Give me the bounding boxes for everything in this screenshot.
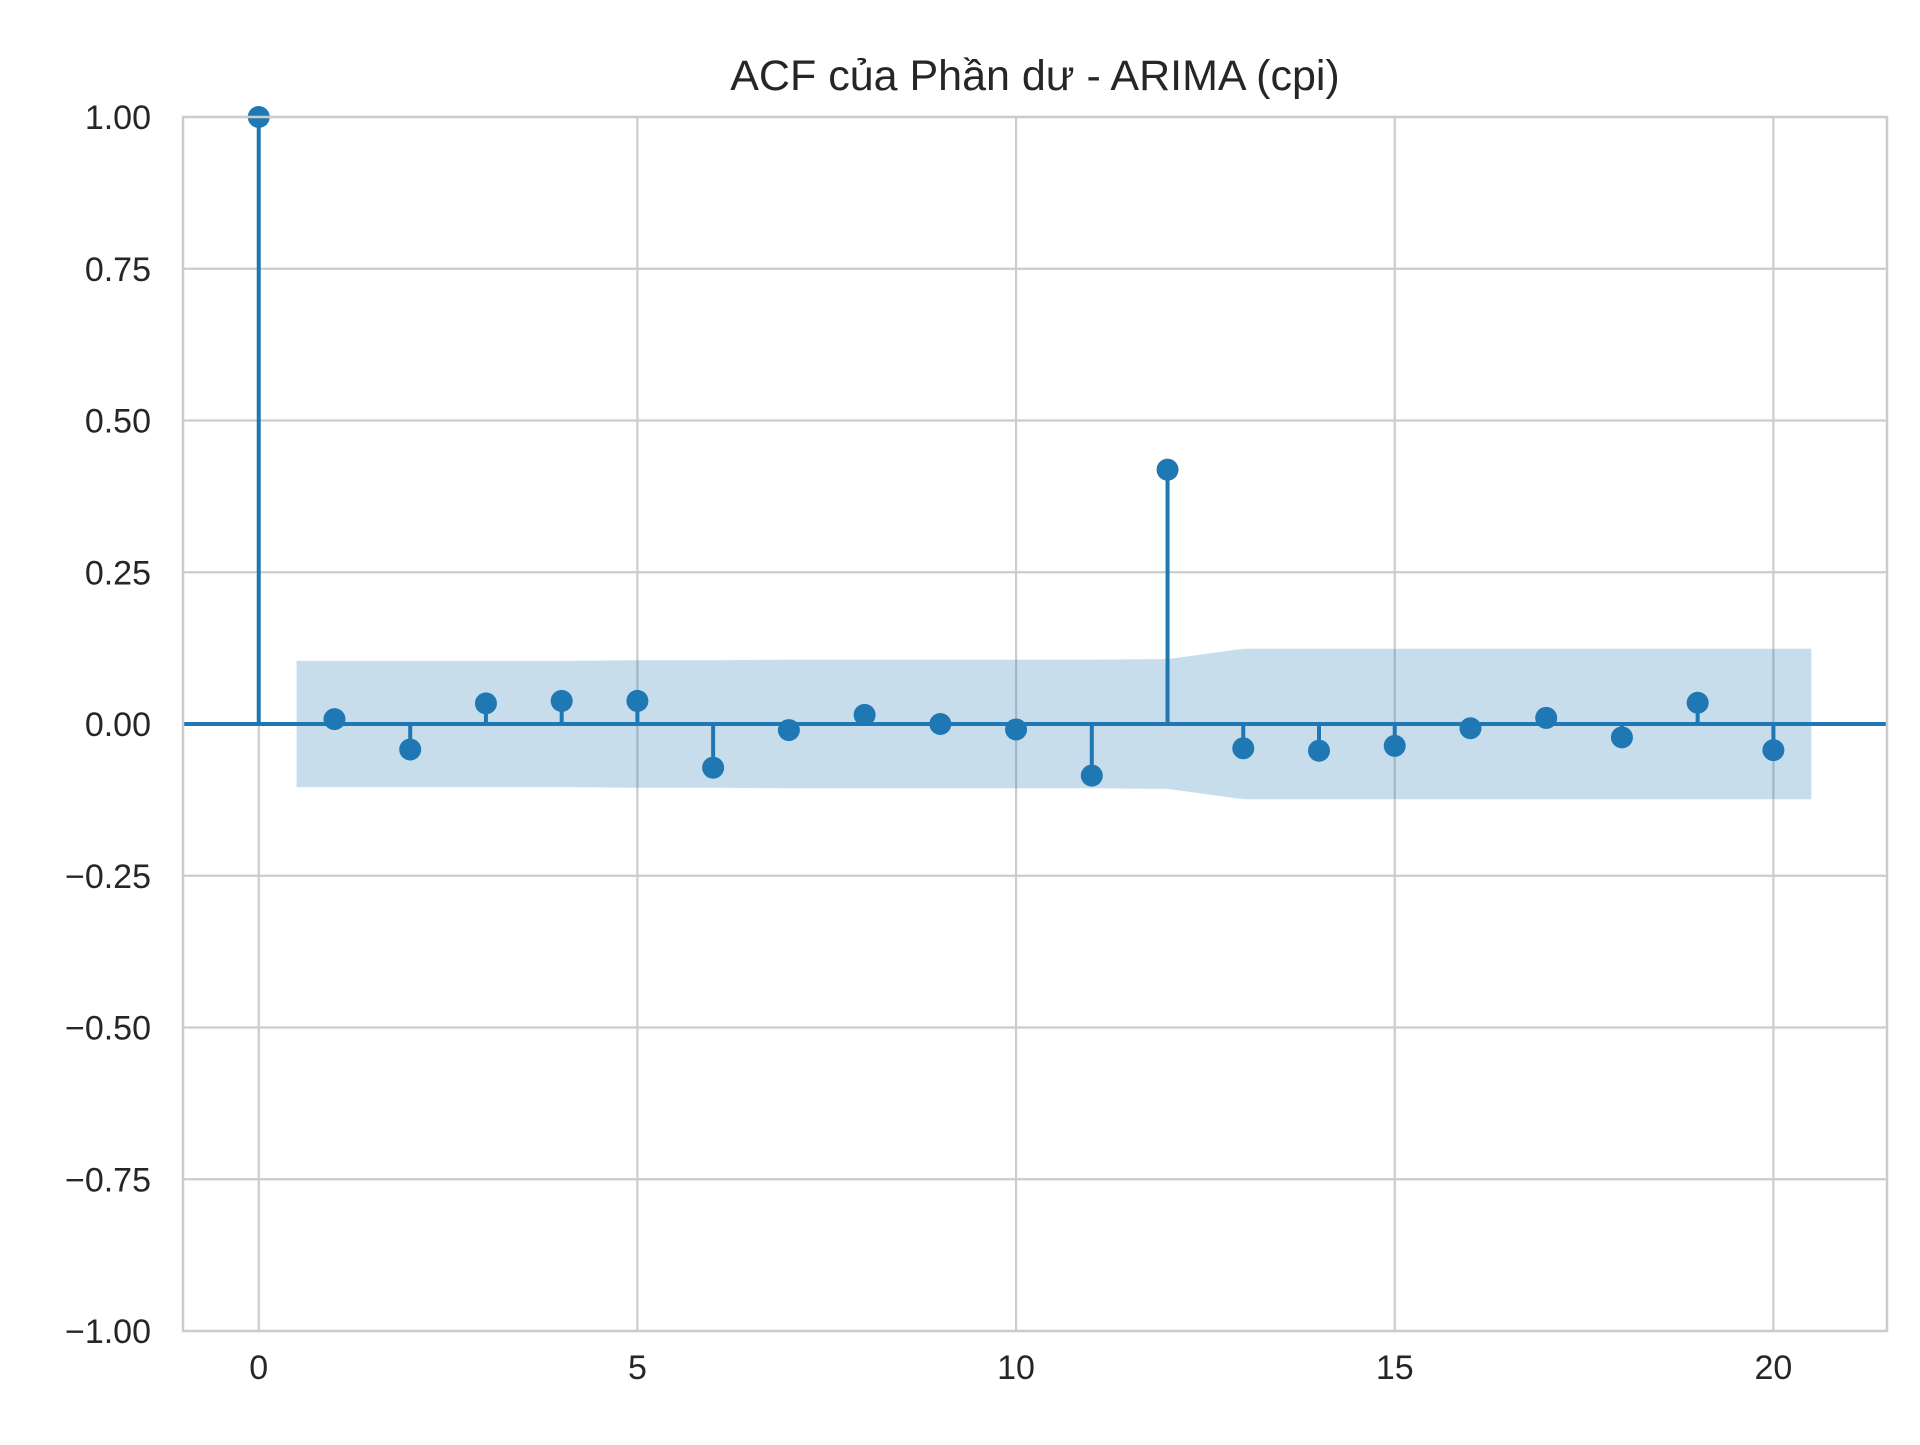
acf-point-lag-5 [626, 689, 649, 712]
x-tick-label: 0 [249, 1349, 268, 1387]
acf-point-lag-12 [1156, 458, 1179, 481]
acf-point-lag-10 [1005, 718, 1028, 741]
acf-point-lag-8 [853, 703, 876, 726]
acf-point-lag-4 [550, 689, 573, 712]
acf-point-lag-14 [1308, 739, 1330, 762]
acf-point-lag-20 [1762, 739, 1785, 762]
acf-point-lag-1 [323, 708, 346, 731]
acf-point-lag-15 [1383, 734, 1406, 757]
acf-point-lag-7 [777, 719, 800, 742]
y-tick-label: −0.75 [65, 1161, 151, 1199]
chart-title: ACF của Phần dư - ARIMA (cpi) [730, 52, 1340, 100]
acf-point-lag-11 [1080, 764, 1103, 787]
plot-area-frame [181, 115, 1889, 1333]
acf-point-lag-17 [1535, 706, 1558, 729]
y-tick-label: −0.25 [65, 858, 151, 896]
x-tick-labels: 0 5 10 15 20 [249, 1349, 1792, 1387]
acf-point-lag-19 [1686, 691, 1709, 714]
y-tick-label: −0.50 [65, 1010, 151, 1048]
acf-point-lag-2 [399, 738, 422, 761]
y-tick-label: 0.00 [85, 706, 151, 744]
x-tick-label: 20 [1754, 1349, 1792, 1387]
y-tick-label: 0.75 [85, 251, 151, 289]
y-tick-label: −1.00 [65, 1313, 151, 1351]
y-tick-label: 1.00 [85, 99, 151, 137]
y-tick-label: 0.25 [85, 554, 151, 592]
acf-point-lag-9 [929, 713, 952, 735]
y-tick-label: 0.50 [85, 403, 151, 441]
y-tick-labels: −1.00 −0.75 −0.50 −0.25 0.00 0.25 0.50 0.75 1.00 [65, 99, 151, 1351]
acf-point-lag-6 [702, 756, 725, 779]
acf-point-lag-18 [1610, 726, 1633, 749]
x-tick-label: 15 [1376, 1349, 1414, 1387]
x-tick-label: 10 [997, 1349, 1035, 1387]
marker-layer [247, 106, 1785, 787]
acf-point-lag-16 [1459, 717, 1482, 740]
acf-point-lag-3 [474, 692, 497, 715]
acf-point-lag-13 [1232, 737, 1255, 760]
x-tick-label: 5 [628, 1349, 647, 1387]
